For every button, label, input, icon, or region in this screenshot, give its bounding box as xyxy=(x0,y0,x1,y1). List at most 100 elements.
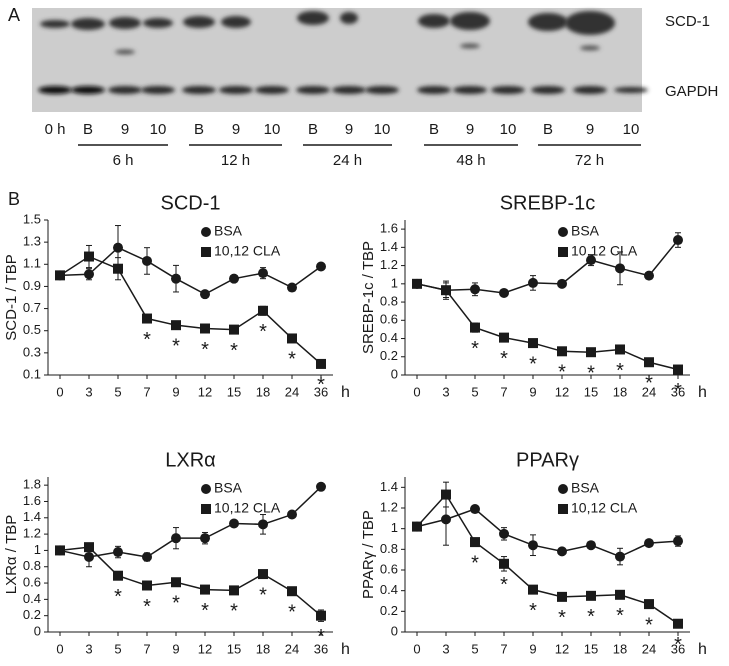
significance-mark: * xyxy=(172,335,180,357)
x-tick-label: 3 xyxy=(442,641,449,656)
x-tick-label: 12 xyxy=(555,641,569,656)
point xyxy=(287,333,297,344)
y-tick-label: 1.6 xyxy=(23,493,41,508)
legend-label: 10,12 CLA xyxy=(214,500,281,516)
point xyxy=(229,273,239,284)
significance-mark: * xyxy=(143,596,151,618)
point xyxy=(470,322,480,333)
point xyxy=(171,273,181,284)
x-tick-label: 5 xyxy=(114,641,121,656)
significance-mark: * xyxy=(587,606,595,628)
point xyxy=(441,514,451,525)
point xyxy=(258,519,268,530)
lane-label: B xyxy=(308,121,318,138)
point xyxy=(171,533,181,544)
legend-label: 10,12 CLA xyxy=(571,500,638,516)
legend-symbol xyxy=(558,484,568,494)
y-tick-label: 1.6 xyxy=(380,221,398,236)
point xyxy=(258,569,268,580)
lane-label: 0 h xyxy=(45,121,66,138)
band xyxy=(183,16,215,28)
band xyxy=(255,86,289,94)
legend-label: 10,12 CLA xyxy=(571,243,638,259)
legend-label: 10,12 CLA xyxy=(214,243,281,259)
x-tick-label: 9 xyxy=(172,384,179,399)
significance-mark: * xyxy=(172,593,180,615)
y-tick-label: 1 xyxy=(34,542,41,557)
x-tick-label: 18 xyxy=(613,641,627,656)
x-tick-label: 15 xyxy=(584,384,598,399)
point xyxy=(615,551,625,562)
point xyxy=(113,242,123,253)
x-tick-label: 36 xyxy=(314,641,328,656)
band xyxy=(221,16,251,28)
point xyxy=(673,364,683,375)
significance-mark: * xyxy=(471,552,479,574)
point xyxy=(586,347,596,358)
x-tick-label: 12 xyxy=(198,384,212,399)
point xyxy=(142,313,152,324)
x-axis-label: h xyxy=(698,384,707,401)
y-tick-label: 0.2 xyxy=(380,603,398,618)
x-tick-label: 24 xyxy=(642,641,656,656)
legend-symbol xyxy=(201,247,211,257)
band xyxy=(71,18,105,30)
point xyxy=(615,344,625,355)
series-line xyxy=(416,283,679,371)
point xyxy=(200,533,210,544)
point xyxy=(586,255,596,266)
point xyxy=(200,289,210,300)
y-axis-label: SCD-1 / TBP xyxy=(3,254,20,340)
legend-symbol xyxy=(201,504,211,514)
chart-title: LXRα xyxy=(165,449,215,471)
point xyxy=(586,540,596,551)
x-axis-label: h xyxy=(341,641,350,658)
band xyxy=(565,11,615,35)
point xyxy=(441,285,451,296)
x-tick-label: 0 xyxy=(413,641,420,656)
lane-label: B xyxy=(543,121,553,138)
point xyxy=(258,268,268,279)
significance-mark: * xyxy=(529,353,537,375)
point xyxy=(113,570,123,581)
y-tick-label: 0.2 xyxy=(380,348,398,363)
point xyxy=(200,323,210,334)
point xyxy=(84,251,94,262)
y-tick-label: 1.2 xyxy=(380,499,398,514)
point xyxy=(586,590,596,601)
band xyxy=(332,86,366,94)
panel-letter: A xyxy=(8,5,20,25)
band xyxy=(115,49,135,55)
series-line xyxy=(59,546,322,617)
significance-mark: * xyxy=(259,584,267,606)
significance-mark: * xyxy=(674,634,682,656)
y-tick-label: 0.6 xyxy=(380,312,398,327)
series-line xyxy=(416,239,679,294)
chart-title: SREBP-1c xyxy=(500,192,596,214)
point xyxy=(412,521,422,532)
band xyxy=(219,86,253,94)
y-tick-label: 1.8 xyxy=(23,477,41,492)
lane-label: 9 xyxy=(232,121,240,138)
legend-label: BSA xyxy=(214,480,243,496)
band xyxy=(297,11,329,25)
lane-label: 9 xyxy=(466,121,474,138)
significance-mark: * xyxy=(230,340,238,362)
legend-label: BSA xyxy=(214,223,243,239)
y-tick-label: 1.4 xyxy=(380,479,398,494)
x-tick-label: 0 xyxy=(56,384,63,399)
chart-title: PPARγ xyxy=(516,449,579,471)
y-tick-label: 0.3 xyxy=(23,344,41,359)
group-label: 24 h xyxy=(333,152,362,169)
point xyxy=(412,278,422,289)
y-tick-label: 1.1 xyxy=(23,256,41,271)
y-tick-label: 0.7 xyxy=(23,300,41,315)
significance-mark: * xyxy=(201,339,209,361)
point xyxy=(200,584,210,595)
band xyxy=(531,86,565,94)
x-tick-label: 3 xyxy=(85,384,92,399)
lane-label: 9 xyxy=(121,121,129,138)
significance-mark: * xyxy=(259,321,267,343)
lane-label: 9 xyxy=(586,121,594,138)
lane-label: B xyxy=(194,121,204,138)
